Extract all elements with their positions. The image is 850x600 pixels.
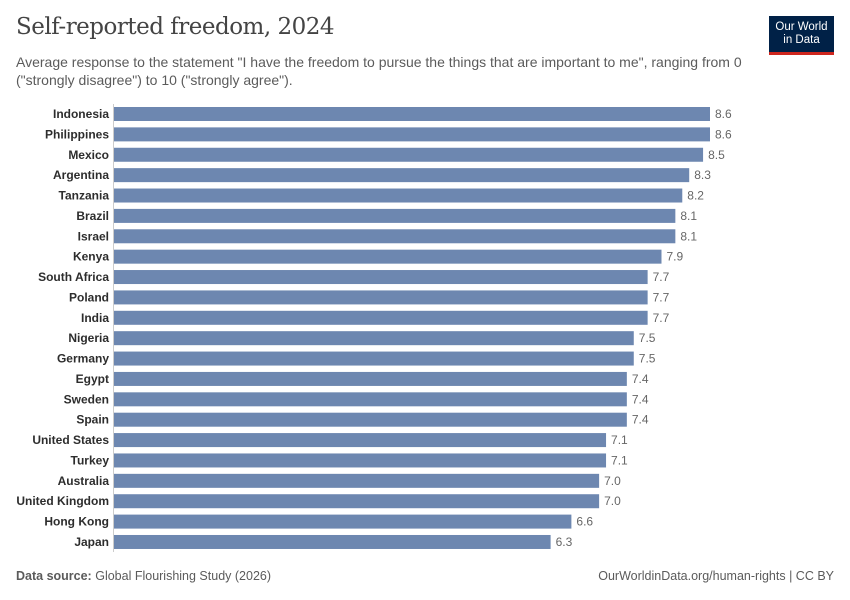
data-label: 7.4 bbox=[632, 392, 649, 406]
data-label: 7.5 bbox=[639, 352, 656, 366]
bar[interactable] bbox=[114, 188, 683, 203]
category-label: Brazil bbox=[76, 209, 109, 223]
chart-title: Self-reported freedom, 2024 bbox=[16, 14, 335, 40]
bar[interactable] bbox=[114, 473, 600, 488]
data-label: 7.9 bbox=[666, 250, 683, 264]
bar[interactable] bbox=[114, 229, 676, 244]
data-source-value[interactable]: Global Flourishing Study (2026) bbox=[95, 569, 272, 583]
data-label: 7.7 bbox=[653, 270, 670, 284]
bar[interactable] bbox=[114, 331, 634, 346]
category-label: Poland bbox=[69, 290, 109, 304]
data-label: 7.1 bbox=[611, 433, 628, 447]
category-label: Hong Kong bbox=[44, 515, 109, 529]
bar[interactable] bbox=[114, 168, 690, 183]
chart-subtitle: Average response to the statement "I hav… bbox=[16, 54, 742, 88]
bar[interactable] bbox=[114, 310, 648, 325]
bar[interactable] bbox=[114, 412, 627, 427]
bar[interactable] bbox=[114, 433, 607, 448]
data-label: 7.4 bbox=[632, 372, 649, 386]
category-label: Australia bbox=[58, 474, 110, 488]
category-label: Kenya bbox=[73, 250, 109, 264]
logo-line-1: Our World bbox=[775, 21, 828, 33]
data-label: 7.7 bbox=[653, 290, 670, 304]
bar[interactable] bbox=[114, 351, 634, 366]
bar[interactable] bbox=[114, 249, 662, 264]
category-label: United States bbox=[32, 433, 109, 447]
bar[interactable] bbox=[114, 107, 710, 121]
category-label: Mexico bbox=[68, 148, 109, 162]
bar[interactable] bbox=[114, 371, 627, 386]
data-label: 8.1 bbox=[680, 229, 697, 243]
bar[interactable] bbox=[114, 127, 710, 142]
data-label: 8.5 bbox=[708, 148, 725, 162]
category-label: Indonesia bbox=[53, 107, 109, 121]
data-label: 7.0 bbox=[604, 474, 621, 488]
category-label: Israel bbox=[78, 229, 109, 243]
data-label: 7.4 bbox=[632, 413, 649, 427]
data-label: 8.1 bbox=[680, 209, 697, 223]
category-label: Egypt bbox=[76, 372, 109, 386]
bar[interactable] bbox=[114, 290, 648, 305]
data-source-label: Data source: bbox=[16, 569, 92, 583]
data-label: 6.3 bbox=[556, 535, 573, 549]
data-label: 8.6 bbox=[715, 107, 732, 121]
data-label: 7.5 bbox=[639, 331, 656, 345]
category-label: Germany bbox=[57, 352, 109, 366]
category-label: South Africa bbox=[38, 270, 109, 284]
data-label: 7.0 bbox=[604, 494, 621, 508]
bar[interactable] bbox=[114, 494, 600, 509]
owid-logo[interactable]: Our World in Data bbox=[769, 16, 834, 55]
bar[interactable] bbox=[114, 453, 607, 468]
category-label: Argentina bbox=[53, 168, 109, 182]
category-label: Sweden bbox=[64, 392, 109, 406]
bar[interactable] bbox=[114, 392, 627, 407]
data-label: 7.1 bbox=[611, 453, 628, 467]
category-label: Philippines bbox=[45, 127, 109, 141]
category-label: Tanzania bbox=[59, 189, 110, 203]
data-label: 7.7 bbox=[653, 311, 670, 325]
bar[interactable] bbox=[114, 270, 648, 285]
category-label: India bbox=[81, 311, 109, 325]
bar[interactable] bbox=[114, 147, 704, 162]
bar[interactable] bbox=[114, 514, 572, 529]
category-label: Japan bbox=[74, 535, 109, 549]
data-label: 8.6 bbox=[715, 127, 732, 141]
data-label: 8.3 bbox=[694, 168, 711, 182]
bar[interactable] bbox=[114, 208, 676, 223]
footer-link[interactable]: OurWorldinData.org/human-rights | CC BY bbox=[598, 569, 834, 583]
category-label: United Kingdom bbox=[16, 494, 109, 508]
category-label: Turkey bbox=[71, 453, 110, 467]
data-label: 8.2 bbox=[687, 189, 704, 203]
category-label: Nigeria bbox=[68, 331, 109, 345]
category-label: Spain bbox=[76, 413, 109, 427]
data-source: Data source: Global Flourishing Study (2… bbox=[16, 569, 271, 583]
data-label: 6.6 bbox=[576, 515, 593, 529]
bar[interactable] bbox=[114, 534, 551, 549]
logo-line-2: in Data bbox=[783, 34, 820, 46]
